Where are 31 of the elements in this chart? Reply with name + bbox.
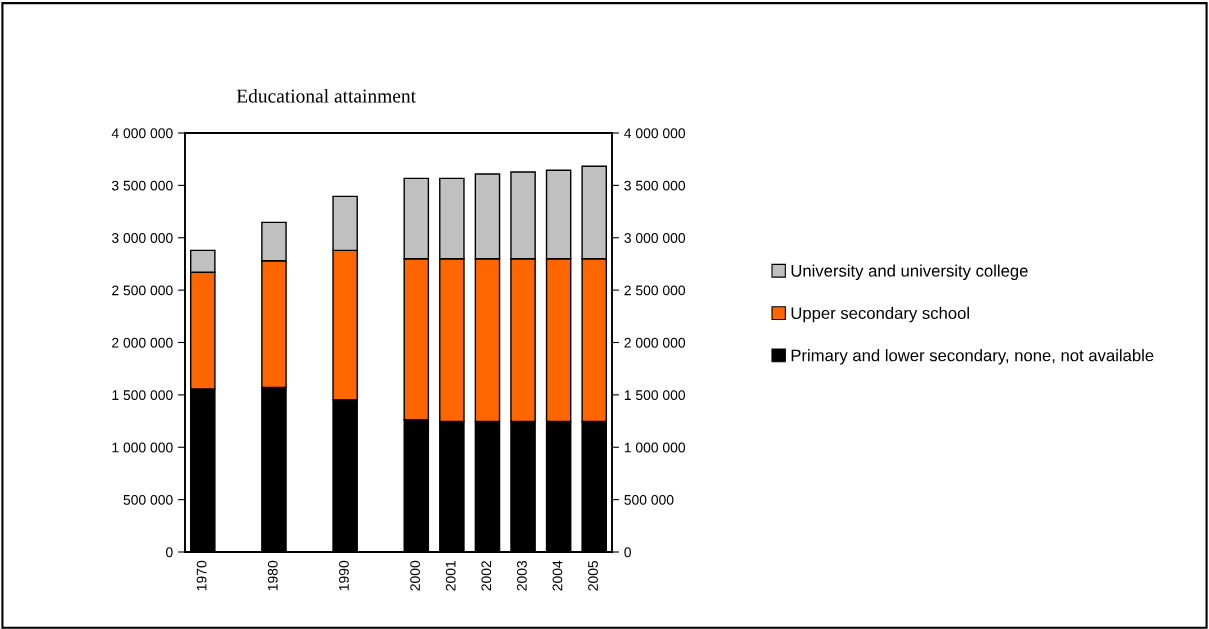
y-tick-label: 2 000 000 bbox=[112, 337, 173, 348]
y2-tick-label: 500 000 bbox=[624, 494, 674, 505]
y-tick-label: 3 000 000 bbox=[111, 233, 173, 243]
x-tick-label: 2003 bbox=[516, 560, 527, 591]
y2-tick-label: 0 bbox=[624, 547, 631, 558]
x-tick-label: 2005 bbox=[588, 560, 598, 591]
legend-label: Upper secondary school bbox=[791, 306, 969, 323]
legend-label: University and university college bbox=[791, 264, 1028, 281]
y2-tick-label: 1 500 000 bbox=[624, 390, 686, 401]
y2-tick-label: 1 000 000 bbox=[624, 442, 686, 453]
y-tick-label: 4 000 000 bbox=[111, 128, 173, 139]
y2-tick-label: 2 500 000 bbox=[624, 285, 686, 296]
x-tick-label: 2002 bbox=[481, 561, 492, 591]
x-tick-label: 2004 bbox=[552, 560, 563, 591]
chart-title: Educational attainment bbox=[236, 88, 416, 103]
x-tick-label: 1990 bbox=[339, 560, 349, 591]
y2-tick-label: 3 500 000 bbox=[624, 180, 686, 191]
legend-label: Primary and lower secondary, none, not available bbox=[791, 349, 1154, 365]
y2-tick-label: 2 000 000 bbox=[624, 337, 686, 348]
y-tick-label: 500 000 bbox=[123, 494, 173, 505]
y2-tick-label: 4 000 000 bbox=[624, 128, 686, 139]
y-tick-label: 1 000 000 bbox=[112, 442, 173, 453]
y-tick-label: 1 500 000 bbox=[112, 390, 173, 401]
y-tick-label: 2 500 000 bbox=[112, 285, 173, 296]
y-tick-label: 3 500 000 bbox=[111, 180, 173, 191]
x-tick-label: 1970 bbox=[196, 560, 207, 591]
y2-tick-label: 3 000 000 bbox=[624, 233, 686, 243]
x-tick-label: 2000 bbox=[410, 560, 421, 591]
x-tick-label: 2001 bbox=[445, 561, 456, 591]
x-tick-label: 1980 bbox=[267, 560, 278, 591]
y-tick-label: 0 bbox=[166, 547, 173, 558]
